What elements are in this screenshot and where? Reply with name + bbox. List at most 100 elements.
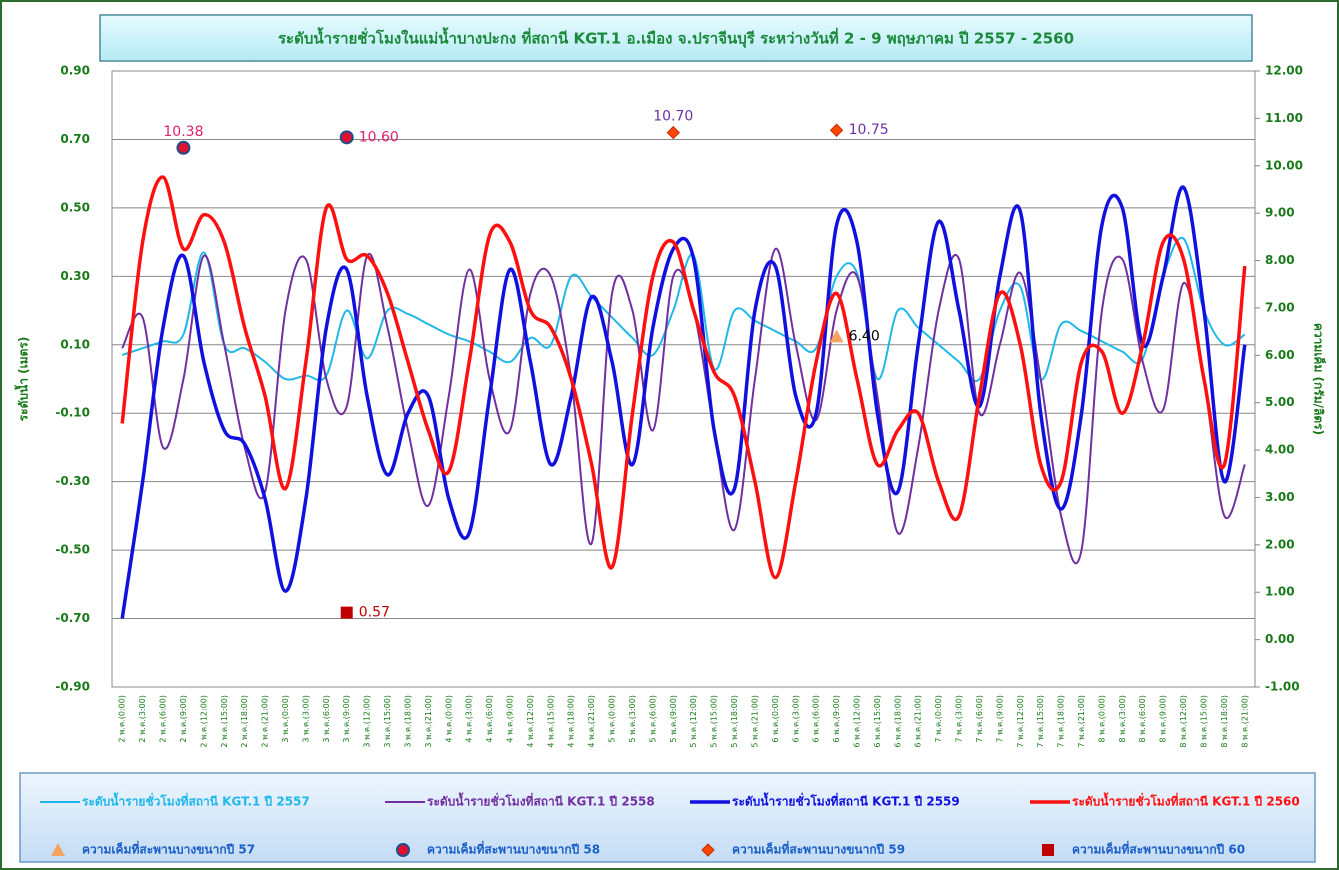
x-tick-label: 2 พ.ค.(21:00) — [261, 695, 270, 748]
legend-box — [19, 772, 1316, 863]
x-tick-label: 4 พ.ค.(6:00) — [485, 695, 494, 743]
x-tick-label: 5 พ.ค.(0:00) — [608, 695, 617, 743]
x-tick-label: 8 พ.ค.(12:00) — [1179, 695, 1188, 748]
x-tick-label: 6 พ.ค.(18:00) — [893, 695, 902, 748]
x-tick-label: 4 พ.ค.(21:00) — [587, 695, 596, 748]
x-tick-label: 6 พ.ค.(6:00) — [812, 695, 821, 743]
x-tick-label: 5 พ.ค.(6:00) — [648, 695, 657, 743]
x-tick-label: 3 พ.ค.(18:00) — [403, 695, 412, 748]
salinity-point — [176, 140, 191, 155]
x-tick-label: 2 พ.ค.(12:00) — [199, 695, 208, 748]
x-tick-label: 2 พ.ค.(9:00) — [179, 695, 188, 743]
x-tick-label: 3 พ.ค.(6:00) — [322, 695, 331, 743]
data-label: 10.75 — [849, 122, 889, 138]
y-tick-label: 0.70 — [60, 132, 90, 146]
y2-tick-label: 1.00 — [1265, 585, 1295, 599]
x-tick-label: 7 พ.ค.(15:00) — [1036, 695, 1045, 748]
x-tick-label: 2 พ.ค.(3:00) — [138, 695, 147, 743]
x-tick-label: 4 พ.ค.(12:00) — [526, 695, 535, 748]
legend-label: ระดับน้ำรายชั่วโมงที่สถานี KGT.1 ปี 2559 — [732, 792, 960, 809]
data-label: 6.40 — [849, 328, 880, 344]
x-tick-label: 6 พ.ค.(3:00) — [791, 695, 800, 743]
x-tick-label: 7 พ.ค.(21:00) — [1077, 695, 1086, 748]
x-tick-label: 5 พ.ค.(21:00) — [750, 695, 759, 748]
x-tick-label: 6 พ.ค.(21:00) — [914, 695, 923, 748]
x-tick-label: 4 พ.ค.(3:00) — [465, 695, 474, 743]
x-tick-label: 7 พ.ค.(3:00) — [955, 695, 964, 743]
legend-label: ระดับน้ำรายชั่วโมงที่สถานี KGT.1 ปี 2557 — [82, 792, 310, 809]
y2-tick-label: 0.00 — [1265, 632, 1295, 646]
x-tick-label: 2 พ.ค.(15:00) — [220, 695, 229, 748]
x-tick-label: 6 พ.ค.(12:00) — [852, 695, 861, 748]
legend-label: ความเค็มที่สะพานบางขนากปี 58 — [427, 841, 600, 857]
x-tick-label: 7 พ.ค.(18:00) — [1057, 695, 1066, 748]
y-tick-label: 0.10 — [60, 337, 90, 351]
y2-tick-label: 9.00 — [1265, 206, 1295, 220]
x-tick-label: 8 พ.ค.(15:00) — [1199, 695, 1208, 748]
y-tick-label: -0.10 — [55, 406, 90, 420]
salinity-point — [829, 123, 844, 137]
y-tick-label: 0.50 — [60, 200, 90, 214]
y-axis-label: ระดับน้ำ (เมตร) — [14, 337, 31, 422]
line-series — [120, 175, 1247, 580]
legend-label: ระดับน้ำรายชั่วโมงที่สถานี KGT.1 ปี 2558 — [427, 792, 655, 809]
x-tick-label: 2 พ.ค.(0:00) — [118, 695, 127, 743]
y-tick-label: -0.70 — [55, 611, 90, 625]
salinity-point — [396, 843, 410, 857]
data-label: 10.70 — [653, 109, 693, 125]
x-tick-label: 3 พ.ค.(15:00) — [383, 695, 392, 748]
x-tick-label: 2 พ.ค.(18:00) — [240, 695, 249, 748]
y2-tick-label: 12.00 — [1265, 64, 1303, 78]
salinity-point — [1042, 844, 1054, 856]
x-tick-label: 8 พ.ค.(21:00) — [1240, 695, 1249, 748]
x-tick-label: 5 พ.ค.(15:00) — [710, 695, 719, 748]
x-tick-label: 7 พ.ค.(9:00) — [995, 695, 1004, 743]
chart-title: ระดับน้ำรายชั่วโมงในแม่น้ำบางปะกง ที่สถา… — [278, 27, 1074, 49]
x-tick-label: 8 พ.ค.(9:00) — [1159, 695, 1168, 743]
x-tick-label: 3 พ.ค.(9:00) — [342, 695, 351, 743]
y-tick-label: -0.90 — [55, 680, 90, 694]
x-tick-label: 3 พ.ค.(21:00) — [424, 695, 433, 748]
x-tick-label: 5 พ.ค.(3:00) — [628, 695, 637, 743]
y-tick-label: -0.30 — [55, 474, 90, 488]
title-box — [99, 14, 1253, 62]
y2-axis-label: ความเค็ม (กรัม/ลิตร) — [1312, 323, 1327, 435]
x-tick-label: 4 พ.ค.(15:00) — [546, 695, 555, 748]
y-tick-label: -0.50 — [55, 543, 90, 557]
data-label: 0.57 — [359, 605, 390, 621]
x-tick-label: 3 พ.ค.(12:00) — [363, 695, 372, 748]
y2-tick-label: 4.00 — [1265, 443, 1295, 457]
data-label: 10.38 — [163, 124, 203, 140]
line-series — [120, 185, 1247, 619]
salinity-point — [51, 843, 65, 856]
x-tick-label: 5 พ.ค.(12:00) — [689, 695, 698, 748]
x-tick-label: 2 พ.ค.(6:00) — [159, 695, 168, 743]
legend-label: ระดับน้ำรายชั่วโมงที่สถานี KGT.1 ปี 2560 — [1072, 792, 1300, 809]
x-tick-label: 6 พ.ค.(0:00) — [771, 695, 780, 743]
y2-tick-label: 6.00 — [1265, 348, 1295, 362]
salinity-point — [666, 125, 681, 140]
x-tick-label: 6 พ.ค.(15:00) — [873, 695, 882, 748]
x-tick-label: 7 พ.ค.(6:00) — [975, 695, 984, 743]
legend-label: ความเค็มที่สะพานบางขนากปี 57 — [82, 841, 255, 857]
x-tick-label: 8 พ.ค.(18:00) — [1220, 695, 1229, 748]
x-tick-label: 4 พ.ค.(0:00) — [444, 695, 453, 743]
y2-tick-label: 10.00 — [1265, 158, 1303, 172]
data-label: 10.60 — [359, 129, 399, 145]
x-tick-label: 4 พ.ค.(9:00) — [506, 695, 515, 743]
legend-label: ความเค็มที่สะพานบางขนากปี 60 — [1072, 841, 1245, 857]
y2-tick-label: 7.00 — [1265, 300, 1295, 314]
x-tick-label: 8 พ.ค.(0:00) — [1097, 695, 1106, 743]
x-tick-label: 7 พ.ค.(12:00) — [1016, 695, 1025, 748]
x-tick-label: 8 พ.ค.(6:00) — [1138, 695, 1147, 743]
salinity-point — [339, 130, 354, 145]
salinity-point — [829, 329, 844, 343]
x-tick-label: 8 พ.ค.(3:00) — [1118, 695, 1127, 743]
y2-tick-label: 11.00 — [1265, 111, 1303, 125]
x-tick-label: 5 พ.ค.(9:00) — [669, 695, 678, 743]
x-tick-label: 4 พ.ค.(18:00) — [567, 695, 576, 748]
y2-tick-label: -1.00 — [1265, 680, 1300, 694]
y2-tick-label: 3.00 — [1265, 490, 1295, 504]
